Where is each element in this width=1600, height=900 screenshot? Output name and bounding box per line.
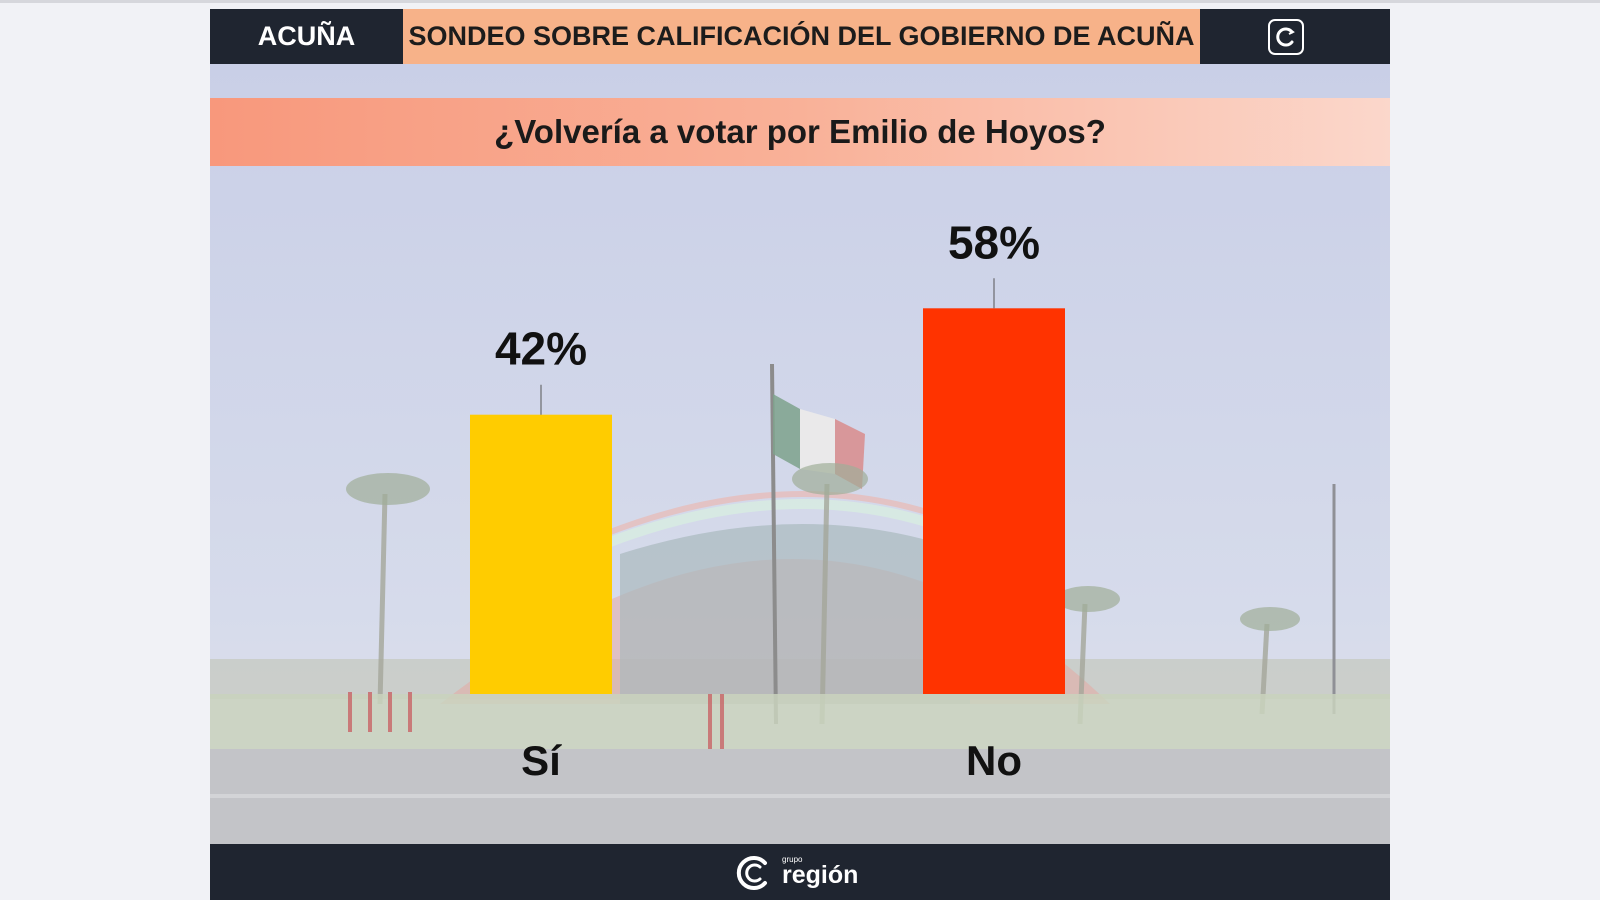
background-photo-plaza	[210, 64, 1390, 844]
brand-name: región	[782, 861, 859, 889]
window-top-border	[0, 0, 1600, 3]
category-label: Sí	[521, 737, 562, 784]
bar-chart: 42% Sí 58% No	[470, 216, 1065, 784]
slide-header: ACUÑA SONDEO SOBRE CALIFICACIÓN DEL GOBI…	[210, 9, 1390, 64]
brand-prefix: grupo	[782, 855, 803, 864]
city-label: ACUÑA	[257, 21, 356, 51]
bar-si	[470, 414, 612, 694]
category-label: No	[966, 737, 1022, 784]
circular-c-logo-icon	[736, 856, 767, 890]
bar-no	[923, 308, 1065, 694]
slide-footer: grupo región	[210, 844, 1390, 900]
bar-value-label: 42%	[495, 323, 587, 375]
question-banner: ¿Volvería a votar por Emilio de Hoyos?	[210, 98, 1390, 166]
circular-c-logo-icon	[1268, 19, 1304, 55]
poll-slide: ACUÑA SONDEO SOBRE CALIFICACIÓN DEL GOBI…	[210, 9, 1390, 900]
bar-value-label: 58%	[948, 216, 1040, 268]
headline-title: SONDEO SOBRE CALIFICACIÓN DEL GOBIERNO D…	[403, 9, 1200, 64]
grupo-region-logo: grupo región	[732, 851, 872, 895]
